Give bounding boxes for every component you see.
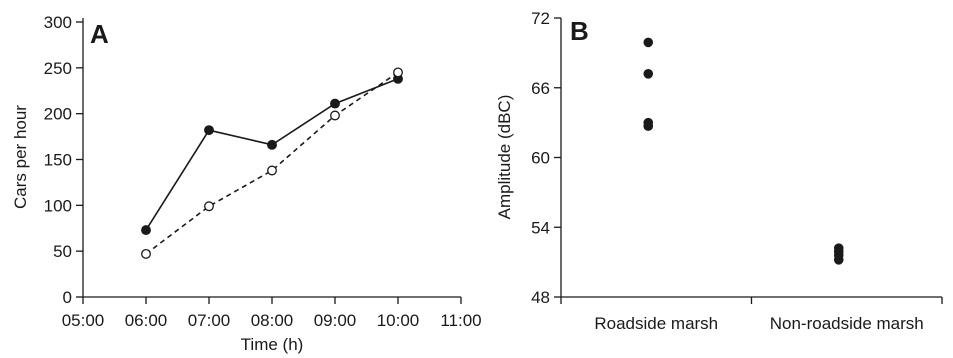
- panel-b-data-point: [643, 69, 654, 79]
- panel-a-x-tick-label: 05:00: [62, 311, 105, 330]
- panel-b-y-tick-label: 48: [531, 288, 550, 307]
- panel-a-open-marker: [393, 67, 403, 78]
- panel-b-label: B: [570, 16, 589, 46]
- panel-a-y-tick-label: 250: [44, 59, 72, 78]
- panel-b-chart: 48 54 60 66 72 Roadside marsh Non-roadside ma…: [495, 9, 943, 333]
- panel-a-y-tick-label: 50: [53, 242, 72, 261]
- panel-a-y-tick-label: 300: [44, 13, 72, 32]
- panel-a-open-marker: [141, 248, 151, 259]
- panel-a-open-marker: [267, 165, 277, 176]
- panel-b-category-label: Roadside marsh: [594, 314, 718, 333]
- panel-b-y-axis-label: Amplitude (dBC): [495, 95, 514, 220]
- panel-b-category-label: Non-roadside marsh: [770, 314, 924, 333]
- panel-b-data-point: [643, 37, 654, 48]
- panel-a-x-tick-label: 11:00: [440, 311, 481, 330]
- panel-a-y-tick-label: 0: [63, 288, 72, 307]
- panel-a-chart: 0 50 100 150 200 250 300 05:00 06:00 07:00 08:00 0…: [11, 13, 482, 354]
- panel-a-y-tick-label: 200: [44, 105, 72, 124]
- panel-a-filled-marker: [267, 139, 277, 150]
- panel-a-x-tick-label: 10:00: [377, 311, 420, 330]
- panel-a-filled-marker: [330, 98, 340, 109]
- panel-a-filled-marker: [204, 125, 214, 136]
- panel-b-y-tick-label: 66: [531, 79, 550, 98]
- panel-b-y-tick-label: 54: [531, 218, 550, 237]
- panel-b-data-point: [643, 121, 654, 131]
- panel-a-filled-marker: [141, 225, 151, 236]
- panel-a-x-tick-label: 07:00: [188, 311, 231, 330]
- panel-a-dashed-series-line: [145, 71, 399, 255]
- panel-a-y-tick-label: 150: [44, 151, 72, 170]
- panel-a-solid-series-line: [145, 78, 399, 231]
- panel-a-open-marker: [330, 110, 340, 121]
- panel-a-x-tick-label: 08:00: [251, 311, 294, 330]
- panel-a-x-tick-label: 09:00: [314, 311, 357, 330]
- panel-a-y-axis-label: Cars per hour: [11, 105, 30, 209]
- panel-a-x-tick-label: 06:00: [125, 311, 168, 330]
- panel-a-label: A: [90, 19, 109, 49]
- panel-a-y-tick-label: 100: [44, 196, 72, 215]
- panel-a-x-axis-label: Time (h): [241, 335, 304, 354]
- panel-a-open-marker: [204, 201, 214, 212]
- panel-b-data-point: [833, 254, 844, 265]
- panel-b-y-tick-label: 72: [531, 9, 550, 28]
- panel-b-y-tick-label: 60: [531, 149, 550, 168]
